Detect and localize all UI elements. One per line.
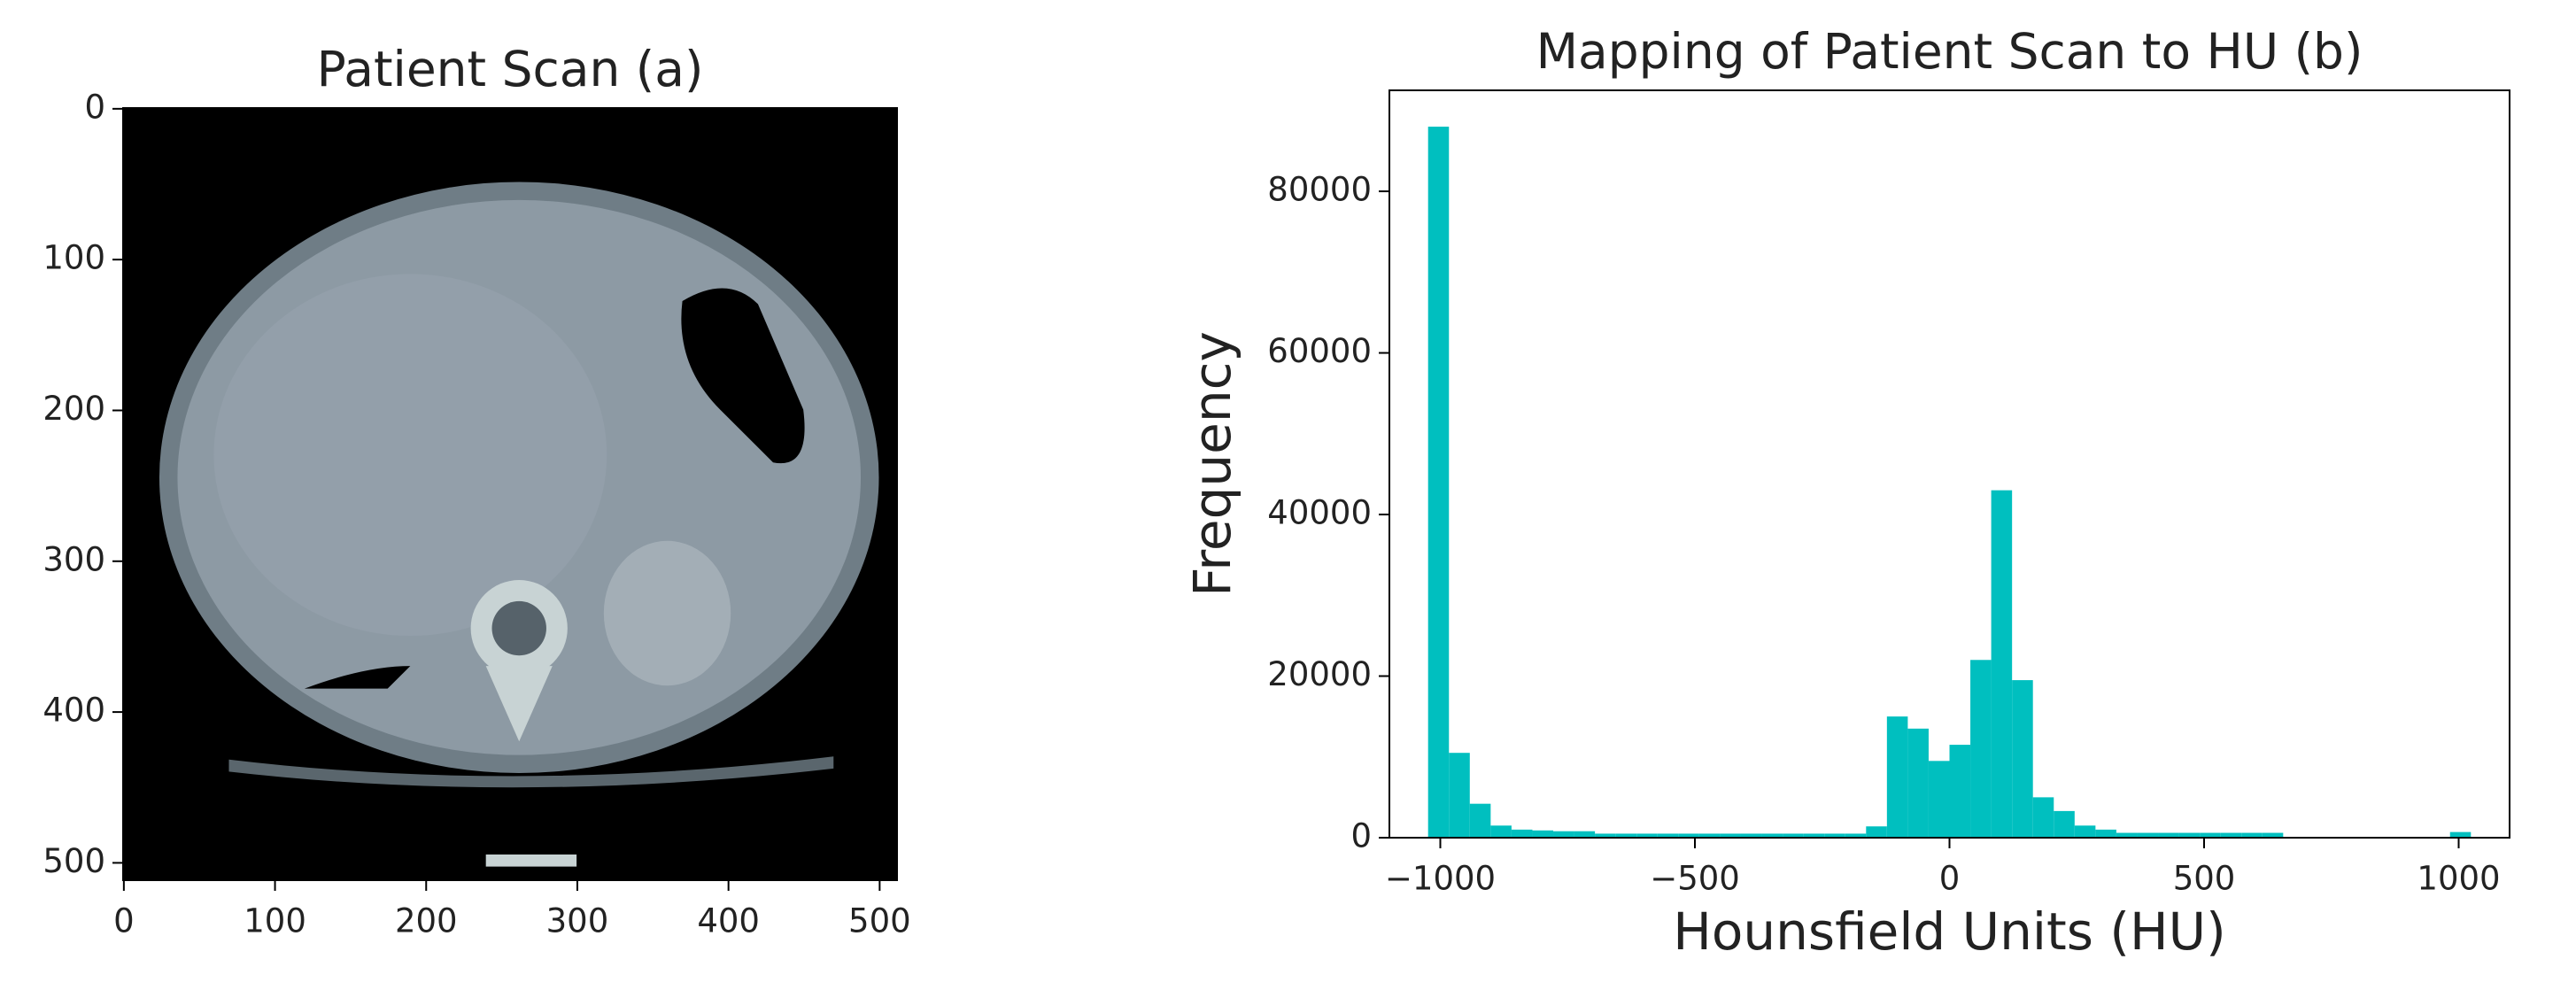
histogram-bar xyxy=(1991,490,2013,838)
table-line xyxy=(228,756,834,788)
histogram-bar xyxy=(1886,716,1908,838)
y-tick-label: 200 xyxy=(43,390,105,428)
axes-frame xyxy=(1389,89,2510,839)
histogram-bar xyxy=(1866,826,1887,838)
x-tick-label: 100 xyxy=(244,902,306,940)
histogram-bar xyxy=(2032,797,2054,838)
y-tick-label: 500 xyxy=(43,842,105,880)
histogram-bar xyxy=(2074,825,2096,838)
histogram-bar xyxy=(2012,680,2033,838)
histogram-bar xyxy=(2095,829,2116,838)
liver xyxy=(213,274,607,637)
chart-title: Mapping of Patient Scan to HU (b) xyxy=(1536,23,2363,80)
histogram-bar xyxy=(1490,825,1512,838)
histogram-bar xyxy=(2220,832,2242,838)
y-tick-label: 100 xyxy=(43,239,105,277)
histogram-bar xyxy=(1845,833,1867,838)
x-tick-label: 300 xyxy=(546,902,609,940)
x-tick-label: 1000 xyxy=(2417,860,2500,898)
kidney xyxy=(603,540,731,686)
histogram-bar xyxy=(2178,832,2201,838)
air-pocket xyxy=(681,288,805,464)
histogram-bar xyxy=(1698,833,1721,838)
y-tick-label: 300 xyxy=(43,540,105,578)
histogram-bar xyxy=(1615,833,1637,838)
histogram-bar xyxy=(2158,832,2179,838)
chart-title: Patient Scan (a) xyxy=(317,41,704,97)
x-tick-label: 500 xyxy=(2173,860,2236,898)
histogram-bar xyxy=(2116,832,2138,838)
histogram-bar xyxy=(1949,745,1971,838)
histogram-bar xyxy=(1928,761,1950,838)
histogram-bar xyxy=(1907,728,1929,838)
histogram-bar xyxy=(2449,831,2472,838)
histogram-bar xyxy=(1553,831,1574,838)
air-strip xyxy=(304,666,411,689)
y-axis-label: Frequency xyxy=(1182,331,1242,597)
histogram-bar xyxy=(1427,127,1450,839)
spinal-canal xyxy=(491,600,546,656)
x-tick-label: 0 xyxy=(1939,860,1961,898)
y-tick-label: 60000 xyxy=(1267,332,1372,370)
x-axis-label: Hounsfield Units (HU) xyxy=(1673,901,2225,962)
y-tick-label: 0 xyxy=(84,88,105,126)
histogram-bar xyxy=(1574,831,1596,838)
histogram-bar xyxy=(1657,833,1679,838)
x-tick-label: −500 xyxy=(1650,860,1740,898)
axes-frame xyxy=(122,107,898,881)
y-tick-label: 80000 xyxy=(1267,171,1372,209)
y-tick-label: 40000 xyxy=(1267,494,1372,532)
histogram-bar xyxy=(1824,833,1845,838)
histogram-bar xyxy=(2241,832,2263,838)
x-tick-label: 200 xyxy=(395,902,458,940)
histogram-bar xyxy=(2137,832,2159,838)
ct-image xyxy=(123,108,897,880)
y-tick-label: 20000 xyxy=(1267,655,1372,693)
spine-process xyxy=(485,666,553,742)
histogram-bar xyxy=(1970,660,1992,838)
histogram-bar xyxy=(1803,833,1825,838)
histogram-bar xyxy=(1678,833,1699,838)
histogram-bar xyxy=(1740,833,1762,838)
histogram-bar xyxy=(1469,803,1491,838)
x-tick-label: 400 xyxy=(697,902,760,940)
histogram-bar xyxy=(1511,829,1533,838)
histogram-bar xyxy=(2054,810,2075,838)
histogram-bar xyxy=(1720,833,1741,838)
x-tick-label: −1000 xyxy=(1385,860,1496,898)
histogram-bar xyxy=(1636,833,1658,838)
histogram-bar xyxy=(1595,833,1616,838)
histogram-bar xyxy=(1449,753,1470,838)
histogram-bar xyxy=(1761,833,1783,838)
histogram-bar xyxy=(2262,832,2284,838)
histogram-bar xyxy=(2200,832,2221,838)
histogram-bar xyxy=(1783,833,1804,838)
table-edge xyxy=(485,854,577,867)
x-tick-label: 0 xyxy=(113,902,135,940)
histogram-bar xyxy=(1532,830,1554,838)
y-tick-label: 400 xyxy=(43,692,105,730)
y-tick-label: 0 xyxy=(1350,817,1372,855)
x-tick-label: 500 xyxy=(848,902,911,940)
